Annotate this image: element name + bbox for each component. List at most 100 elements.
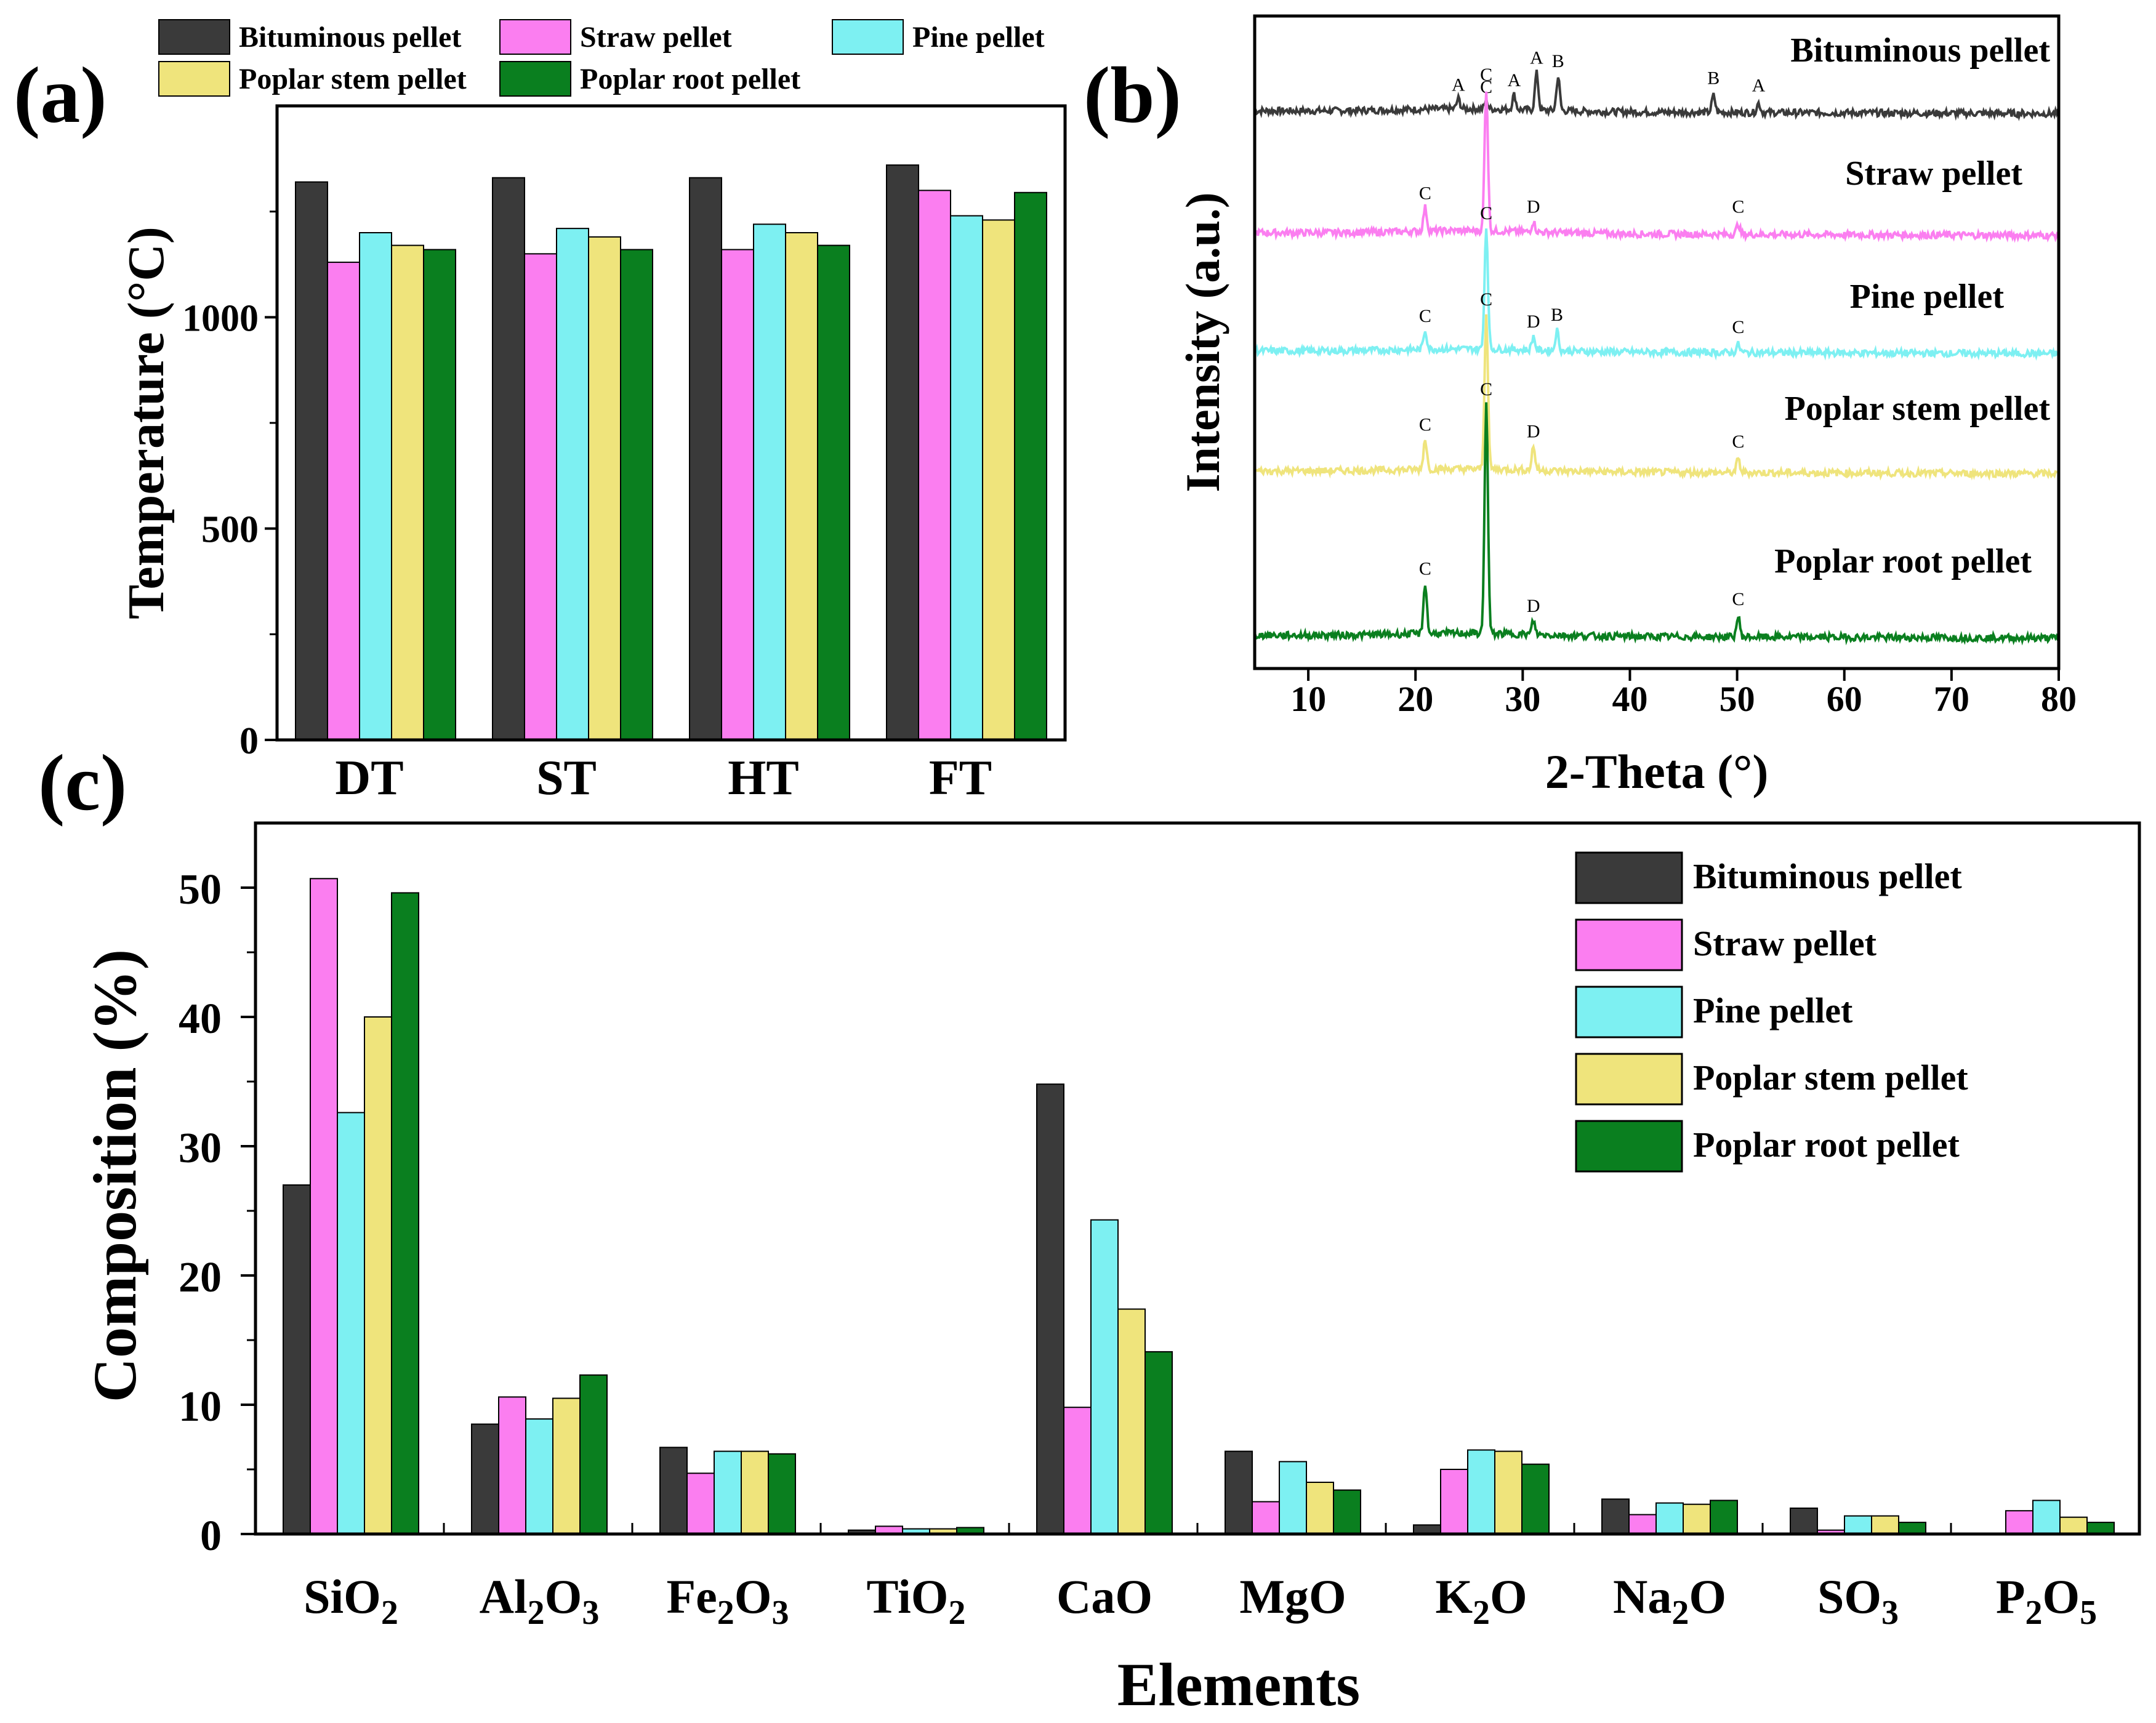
a-x-tick-label: DT — [335, 751, 403, 805]
subscript: 5 — [2080, 1594, 2097, 1632]
panel-b-frame — [1253, 14, 2061, 670]
b-peak-label: C — [1480, 379, 1492, 400]
formula-text: O — [545, 1570, 582, 1623]
c-bar-na2o-poplar-root-pellet — [1710, 1500, 1738, 1535]
c-legend-swatch-straw-pellet — [1575, 918, 1683, 971]
a-bar-st-poplar-root-pellet — [620, 249, 653, 741]
panel-a-legend: Bituminous pellet Straw pellet Pine pellet… — [158, 19, 1045, 97]
b-peak-label: A — [1530, 48, 1543, 68]
a-bar-ht-straw-pellet — [721, 249, 754, 741]
c-x-tick-label-sio2: SiO2 — [304, 1570, 398, 1632]
c-legend-swatch-poplar-stem-pellet — [1575, 1053, 1683, 1106]
formula-text: Fe — [667, 1570, 717, 1623]
c-bar-mgo-poplar-root-pellet — [1333, 1489, 1361, 1535]
c-x-tick-label-p2o5: P2O5 — [1996, 1570, 2097, 1632]
c-x-tick-label-fe2o3: Fe2O3 — [667, 1570, 789, 1632]
b-peak-label: C — [1419, 183, 1431, 204]
subscript: 2 — [2025, 1594, 2042, 1632]
a-legend-label-poplar-stem-pellet: Poplar stem pellet — [239, 63, 467, 95]
b-trace-poplar-stem-pellet — [1253, 314, 2060, 481]
formula-text: MgO — [1239, 1570, 1346, 1623]
panel-c-x-axis: SiO2 Al2O3 Fe2O3 TiO2 CaO MgO K2O Na2O SO3 P2O5 — [304, 1523, 2141, 1632]
b-trace-label-bituminous-pellet: Bituminous pellet — [1790, 31, 2050, 70]
subscript: 3 — [771, 1594, 789, 1632]
c-bar-mgo-pine-pellet — [1279, 1461, 1307, 1535]
c-x-tick-label-k2o: K2O — [1435, 1570, 1527, 1632]
b-trace-bituminous-pellet — [1254, 70, 2059, 121]
c-bar-k2o-poplar-stem-pellet — [1494, 1450, 1522, 1535]
a-bar-ft-poplar-root-pellet — [1014, 191, 1047, 741]
c-bar-al2o3-poplar-root-pellet — [579, 1374, 608, 1535]
c-x-tick-label-al2o3: Al2O3 — [480, 1570, 600, 1632]
c-legend-label-poplar-root-pellet: Poplar root pellet — [1693, 1125, 1960, 1165]
c-y-tick-label: 40 — [179, 995, 222, 1043]
c-bar-na2o-poplar-stem-pellet — [1683, 1503, 1711, 1535]
a-bar-dt-poplar-root-pellet — [423, 249, 456, 741]
a-bar-dt-straw-pellet — [327, 262, 360, 741]
formula-text: O — [2042, 1570, 2080, 1623]
c-bar-p2o5-poplar-root-pellet — [2086, 1522, 2115, 1535]
panel-a-bars — [295, 164, 1047, 741]
panel-c-bars — [283, 878, 2115, 1535]
b-peak-label: B — [1551, 305, 1563, 325]
c-legend-swatch-poplar-root-pellet — [1575, 1120, 1683, 1173]
panel-b-label: (b) — [1084, 51, 1181, 140]
c-bar-mgo-poplar-stem-pellet — [1306, 1482, 1334, 1535]
formula-text: O — [734, 1570, 772, 1623]
a-bar-st-poplar-stem-pellet — [588, 236, 621, 741]
b-peak-label: C — [1732, 197, 1744, 217]
subscript: 3 — [582, 1594, 599, 1632]
b-peak-label: D — [1527, 422, 1540, 442]
a-x-tick-label: HT — [728, 751, 799, 805]
c-y-tick-label: 10 — [179, 1383, 222, 1431]
b-peak-label: C — [1732, 432, 1744, 452]
a-y-tick-label: 500 — [201, 509, 259, 551]
c-bar-mgo-bituminous-pellet — [1225, 1450, 1253, 1535]
b-x-tick-label: 70 — [1934, 679, 1969, 719]
c-bar-na2o-bituminous-pellet — [1601, 1498, 1630, 1535]
c-bar-sio2-straw-pellet — [310, 878, 338, 1535]
c-bar-sio2-pine-pellet — [337, 1112, 365, 1535]
a-bar-ft-poplar-stem-pellet — [982, 219, 1015, 741]
c-bar-al2o3-pine-pellet — [525, 1418, 553, 1535]
formula-text: P — [1996, 1570, 2025, 1623]
a-bar-ht-bituminous-pellet — [689, 177, 722, 741]
c-y-tick-label: 30 — [179, 1125, 222, 1172]
b-x-tick-label: 30 — [1505, 679, 1540, 719]
a-bar-ft-straw-pellet — [918, 190, 951, 741]
c-y-tick-label: 50 — [179, 866, 222, 914]
a-bar-st-straw-pellet — [524, 253, 557, 741]
a-bar-dt-pine-pellet — [359, 232, 392, 741]
panel-b-y-axis-title: Intensity (a.u.) — [1176, 192, 1229, 492]
formula-text: SiO — [304, 1570, 381, 1623]
c-bar-p2o5-pine-pellet — [2032, 1500, 2061, 1535]
a-legend-swatch-straw-pellet — [499, 19, 571, 55]
formula-text: Na — [1613, 1570, 1671, 1623]
formula-text: K — [1435, 1570, 1473, 1623]
c-bar-cao-bituminous-pellet — [1036, 1083, 1064, 1535]
c-bar-mgo-straw-pellet — [1252, 1501, 1280, 1535]
c-bar-cao-pine-pellet — [1090, 1219, 1119, 1535]
c-bar-fe2o3-poplar-root-pellet — [768, 1453, 796, 1535]
a-bar-ft-bituminous-pellet — [886, 164, 919, 741]
subscript: 2 — [381, 1594, 398, 1632]
formula-text: Al — [480, 1570, 528, 1623]
a-bar-dt-poplar-stem-pellet — [391, 244, 424, 741]
subscript: 2 — [717, 1594, 734, 1632]
c-bar-fe2o3-straw-pellet — [686, 1472, 715, 1535]
a-bar-ht-poplar-stem-pellet — [785, 232, 818, 741]
b-peak-label: C — [1480, 203, 1492, 223]
c-bar-al2o3-straw-pellet — [498, 1396, 526, 1535]
subscript: 3 — [1881, 1594, 1899, 1632]
b-peak-label: C — [1480, 77, 1492, 97]
subscript: 2 — [1671, 1594, 1689, 1632]
subscript: 2 — [948, 1594, 965, 1632]
b-trace-label-pine-pellet: Pine pellet — [1850, 278, 2005, 316]
subscript: 2 — [528, 1594, 545, 1632]
a-legend-swatch-bituminous-pellet — [158, 19, 230, 55]
b-peak-label: C — [1480, 65, 1492, 85]
panel-a-x-axis: DT ST HT FT — [335, 751, 992, 805]
b-trace-poplar-root-pellet — [1253, 402, 2059, 646]
